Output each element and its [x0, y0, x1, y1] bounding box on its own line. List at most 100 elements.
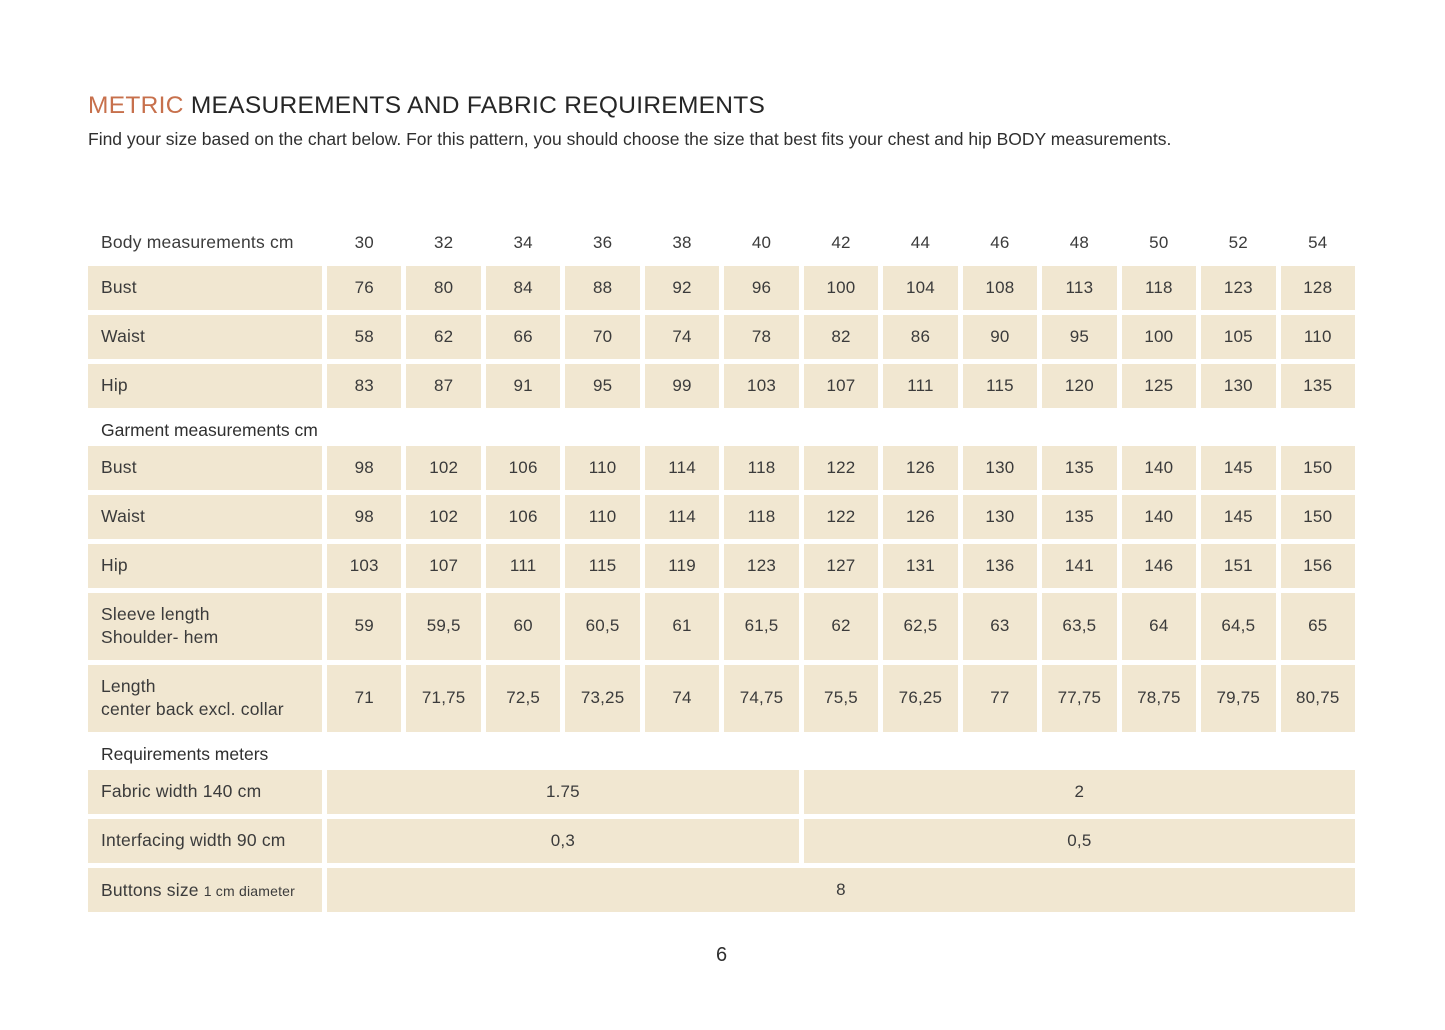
buttons-size-label-main: Buttons size: [101, 879, 199, 900]
sleeve-length-value-cell: 59: [327, 592, 402, 660]
length-value-cell: 76,25: [883, 664, 958, 732]
body-bust-value-cell: 88: [565, 265, 640, 310]
page-content: METRIC MEASUREMENTS AND FABRIC REQUIREME…: [88, 92, 1355, 966]
page-title-accent: METRIC: [88, 92, 184, 119]
garment-bust-row-label: Bust: [88, 445, 322, 490]
size-header-cell: 40: [751, 232, 772, 252]
length-value-cell: 79,75: [1201, 664, 1276, 732]
body-bust-row-label: Bust: [88, 265, 322, 310]
body-waist-value-cell: 78: [724, 314, 799, 359]
garment-hip-value-cell: 111: [485, 543, 561, 588]
length-value-cell: 77,75: [1042, 664, 1117, 732]
fabric-width-value-right: 2: [803, 769, 1355, 814]
body-bust-value-cell: 104: [883, 265, 958, 310]
fabric-width-row: Fabric width 140 cm 1.75 2: [88, 769, 1355, 814]
garment-bust-value-cell: 145: [1201, 445, 1276, 490]
body-bust-value-cell: 128: [1280, 265, 1355, 310]
length-value-cell: 71,75: [406, 664, 481, 732]
length-label-line2: center back excl. collar: [101, 699, 284, 720]
length-value-cell: 80,75: [1280, 664, 1355, 732]
body-hip-value-cell: 83: [327, 363, 402, 408]
garment-waist-value-cell: 110: [565, 494, 640, 539]
body-hip-value-cell: 99: [644, 363, 720, 408]
garment-hip-value-cell: 146: [1121, 543, 1197, 588]
garment-measurements-header: Garment measurements cm: [101, 419, 318, 440]
size-header-cell: 44: [910, 232, 931, 252]
size-header-cell: 54: [1308, 232, 1328, 252]
body-measurements-header-label: Body measurements cm: [101, 232, 294, 253]
garment-hip-value-cell: 119: [644, 543, 720, 588]
body-measurements-header-row: Body measurements cm 30 32 34 36 38 40 42 44 46 4…: [88, 226, 1355, 260]
body-waist-value-cell: 86: [883, 314, 958, 359]
garment-waist-row-label: Waist: [88, 494, 322, 539]
buttons-size-value: 8: [327, 867, 1355, 912]
length-value-cell: 74: [644, 664, 720, 732]
body-waist-row-label: Waist: [88, 314, 322, 359]
garment-hip-value-cell: 115: [565, 543, 640, 588]
body-waist-value-cell: 62: [406, 314, 481, 359]
garment-waist-value-cell: 98: [327, 494, 402, 539]
fabric-width-row-label: Fabric width 140 cm: [88, 769, 322, 814]
sleeve-length-value-cell: 61: [644, 592, 720, 660]
length-label-line1: Length: [101, 676, 156, 697]
body-hip-row-label: Hip: [88, 363, 322, 408]
garment-hip-value-cell: 131: [883, 543, 958, 588]
sleeve-length-value-cell: 64: [1121, 592, 1197, 660]
body-waist-value-cell: 58: [327, 314, 402, 359]
sleeve-length-value-cell: 65: [1280, 592, 1355, 660]
length-row-label: Length center back excl. collar: [88, 664, 322, 732]
body-hip-value-cell: 87: [406, 363, 481, 408]
length-value-cell: 74,75: [724, 664, 799, 732]
garment-bust-value-cell: 140: [1121, 445, 1197, 490]
garment-bust-value-cell: 122: [803, 445, 879, 490]
body-waist-value-cell: 90: [962, 314, 1038, 359]
body-bust-value-cell: 84: [485, 265, 561, 310]
sleeve-length-value-cell: 62: [803, 592, 879, 660]
page-subtitle: Find your size based on the chart below.…: [88, 129, 1172, 149]
sleeve-length-value-cell: 62,5: [883, 592, 958, 660]
garment-hip-value-cell: 107: [406, 543, 481, 588]
length-value-cell: 71: [327, 664, 402, 732]
body-hip-row: Hip 83 87 91 95 99 103 107 111 115 120 125 130 135: [88, 363, 1355, 408]
sleeve-length-row: Sleeve length Shoulder- hem 59 59,5 60 60,5…: [88, 592, 1355, 660]
buttons-size-row: Buttons size 1 cm diameter 8: [88, 867, 1355, 912]
size-header-cell: 50: [1149, 232, 1169, 252]
garment-waist-row: Waist 98 102 106 110 114 118 122 126 130 135 140 14…: [88, 494, 1355, 539]
sleeve-length-value-cell: 60,5: [565, 592, 640, 660]
garment-waist-value-cell: 140: [1121, 494, 1197, 539]
buttons-size-label-note: 1 cm diameter: [203, 882, 296, 899]
length-value-cell: 73,25: [565, 664, 640, 732]
body-bust-value-cell: 76: [327, 265, 402, 310]
buttons-size-row-label: Buttons size 1 cm diameter: [88, 867, 322, 912]
garment-hip-value-cell: 136: [962, 543, 1038, 588]
body-bust-value-cell: 118: [1121, 265, 1197, 310]
garment-waist-value-cell: 122: [803, 494, 879, 539]
garment-hip-row: Hip 103 107 111 115 119 123 127 131 136 141 146 151…: [88, 543, 1355, 588]
garment-bust-row: Bust 98 102 106 110 114 118 122 126 130 135 140 145…: [88, 445, 1355, 490]
size-header-cell: 38: [672, 232, 692, 252]
body-hip-value-cell: 95: [565, 363, 640, 408]
body-waist-value-cell: 110: [1280, 314, 1355, 359]
size-header-cell: 36: [592, 232, 613, 252]
size-header-cell: 52: [1228, 232, 1248, 252]
body-waist-value-cell: 100: [1121, 314, 1197, 359]
body-waist-value-cell: 82: [803, 314, 879, 359]
length-center-back-row: Length center back excl. collar 71 71,75 7…: [88, 664, 1355, 732]
body-hip-value-cell: 111: [883, 363, 958, 408]
sleeve-length-value-cell: 59,5: [406, 592, 481, 660]
interfacing-width-value-right: 0,5: [803, 818, 1355, 863]
sleeve-length-value-cell: 64,5: [1201, 592, 1276, 660]
sleeve-length-label-line2: Shoulder- hem: [101, 627, 219, 648]
garment-waist-value-cell: 102: [406, 494, 481, 539]
body-waist-value-cell: 70: [565, 314, 640, 359]
body-hip-value-cell: 91: [485, 363, 561, 408]
garment-bust-value-cell: 118: [724, 445, 799, 490]
garment-waist-value-cell: 130: [962, 494, 1038, 539]
sleeve-length-value-cell: 63: [962, 592, 1038, 660]
size-header-cell: 34: [513, 232, 533, 252]
sleeve-length-value-cell: 63,5: [1042, 592, 1117, 660]
garment-bust-value-cell: 102: [406, 445, 481, 490]
sleeve-length-row-label: Sleeve length Shoulder- hem: [88, 592, 322, 660]
garment-waist-value-cell: 106: [485, 494, 561, 539]
fabric-width-value-left: 1.75: [327, 769, 799, 814]
